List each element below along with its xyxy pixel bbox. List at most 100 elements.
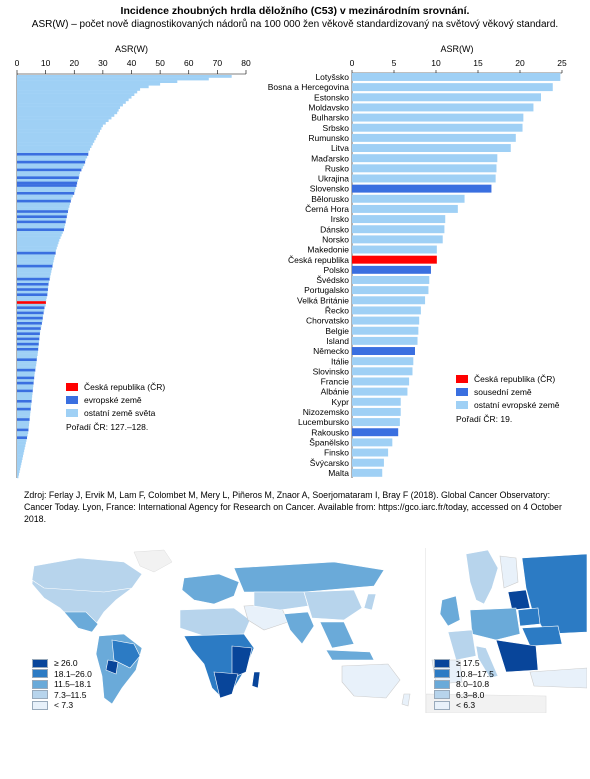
europe-bar bbox=[352, 458, 384, 467]
map-legend-item: ≥ 17.5 bbox=[434, 658, 494, 669]
world-bar bbox=[17, 311, 44, 315]
world-bar bbox=[17, 249, 56, 252]
world-bar bbox=[17, 342, 39, 346]
world-bar bbox=[17, 446, 25, 450]
world-bar bbox=[17, 114, 115, 117]
world-bar bbox=[17, 402, 32, 406]
world-bar bbox=[17, 467, 21, 471]
world-bar bbox=[17, 407, 31, 411]
world-bar bbox=[17, 192, 75, 195]
world-bar bbox=[17, 327, 41, 330]
europe-bar bbox=[352, 276, 430, 284]
world-bar bbox=[17, 95, 132, 99]
world-bar bbox=[17, 337, 40, 341]
world-bar bbox=[17, 319, 43, 323]
map-legend-swatch bbox=[434, 690, 450, 700]
europe-map-shapes bbox=[426, 548, 587, 713]
europe-chart-legend: Česká republika (ČR) sousední země ostatní… bbox=[456, 372, 560, 424]
world-bar bbox=[17, 212, 68, 216]
world-bar bbox=[17, 98, 129, 102]
page-subtitle: ASR(W) – počet nově diagnostikovaných ná… bbox=[31, 19, 559, 30]
world-bar bbox=[17, 257, 55, 260]
legend-swatch bbox=[456, 374, 468, 383]
europe-bar bbox=[352, 316, 420, 325]
europe-axis-title: ASR(W) bbox=[441, 44, 474, 54]
map-france bbox=[447, 629, 477, 661]
map-east-africa bbox=[231, 645, 253, 679]
world-map-legend: ≥ 26.0 18.1–26.0 11.5–18.1 7.3–11.5 < 7.3 bbox=[32, 658, 92, 711]
world-bar bbox=[17, 181, 78, 185]
europe-category-label: Německo bbox=[313, 346, 349, 356]
map-belarus bbox=[517, 607, 541, 627]
world-bar bbox=[17, 233, 62, 237]
world-bar bbox=[17, 348, 39, 351]
europe-bar bbox=[352, 265, 431, 274]
map-finland bbox=[499, 555, 519, 589]
world-bar bbox=[17, 306, 45, 310]
world-bar bbox=[17, 220, 66, 224]
europe-category-label: Norsko bbox=[322, 234, 349, 244]
legend-item: sousední země bbox=[456, 385, 560, 398]
map-mexico bbox=[63, 611, 99, 633]
map-legend-swatch bbox=[32, 690, 48, 700]
world-bar bbox=[17, 134, 98, 138]
world-x-tick-label: 20 bbox=[70, 58, 80, 68]
map-legend-label: ≥ 26.0 bbox=[54, 658, 78, 669]
europe-bar bbox=[352, 164, 497, 173]
europe-category-label: Rakousko bbox=[311, 427, 349, 437]
map-indonesia bbox=[325, 649, 375, 661]
world-bar bbox=[17, 75, 232, 78]
world-bar bbox=[17, 394, 33, 398]
world-bar bbox=[17, 275, 51, 278]
world-bar bbox=[17, 168, 82, 172]
legend-label: Česká republika (ČR) bbox=[474, 373, 556, 384]
europe-category-label: Švýcarsko bbox=[310, 458, 349, 468]
europe-category-label: Švédsko bbox=[316, 275, 349, 285]
europe-category-label: Maďarsko bbox=[311, 153, 349, 163]
world-bar bbox=[17, 335, 40, 338]
world-bar bbox=[17, 322, 42, 325]
world-bar bbox=[17, 363, 37, 367]
europe-bar bbox=[352, 83, 553, 92]
europe-category-label: Bělorusko bbox=[311, 194, 349, 204]
europe-bar bbox=[352, 428, 399, 437]
world-bar bbox=[17, 374, 35, 377]
world-x-tick-label: 70 bbox=[213, 58, 223, 68]
map-italy bbox=[475, 645, 499, 679]
world-bar bbox=[17, 150, 89, 154]
map-brazil bbox=[111, 639, 141, 669]
world-bar bbox=[17, 452, 24, 455]
world-bar bbox=[17, 439, 27, 442]
legend-item: ostatní evropské země bbox=[456, 398, 560, 411]
world-bar bbox=[17, 280, 50, 284]
legend-label: sousední země bbox=[474, 386, 532, 397]
world-map: ≥ 26.0 18.1–26.0 11.5–18.1 7.3–11.5 < 7.3 bbox=[4, 548, 416, 713]
world-bar bbox=[17, 470, 20, 473]
world-bar bbox=[17, 288, 48, 291]
europe-bar bbox=[352, 407, 401, 416]
europe-x-tick-label: 5 bbox=[392, 58, 397, 68]
legend-swatch bbox=[456, 387, 468, 396]
map-legend-item: 7.3–11.5 bbox=[32, 690, 92, 701]
legend-swatch bbox=[66, 395, 78, 404]
europe-category-label: Litva bbox=[331, 143, 349, 153]
map-greenland bbox=[133, 549, 173, 573]
world-bar bbox=[17, 366, 36, 369]
world-bar bbox=[17, 475, 19, 479]
map-scandinavia bbox=[465, 549, 499, 605]
europe-category-label: Chorvatsko bbox=[306, 316, 349, 326]
world-bar bbox=[17, 121, 106, 125]
europe-bar bbox=[352, 144, 511, 152]
world-bar bbox=[17, 108, 119, 112]
legend-swatch bbox=[66, 408, 78, 417]
map-uk-ireland bbox=[439, 595, 461, 627]
world-bar bbox=[17, 254, 55, 258]
map-new-zealand bbox=[401, 693, 411, 707]
world-bar bbox=[17, 140, 95, 143]
map-legend-item: < 6.3 bbox=[434, 700, 494, 711]
map-legend-label: 18.1–26.0 bbox=[54, 668, 92, 679]
world-bar bbox=[17, 127, 102, 130]
world-bar bbox=[17, 345, 39, 349]
world-bar bbox=[17, 449, 25, 453]
europe-category-label: Velká Británie bbox=[297, 295, 349, 305]
